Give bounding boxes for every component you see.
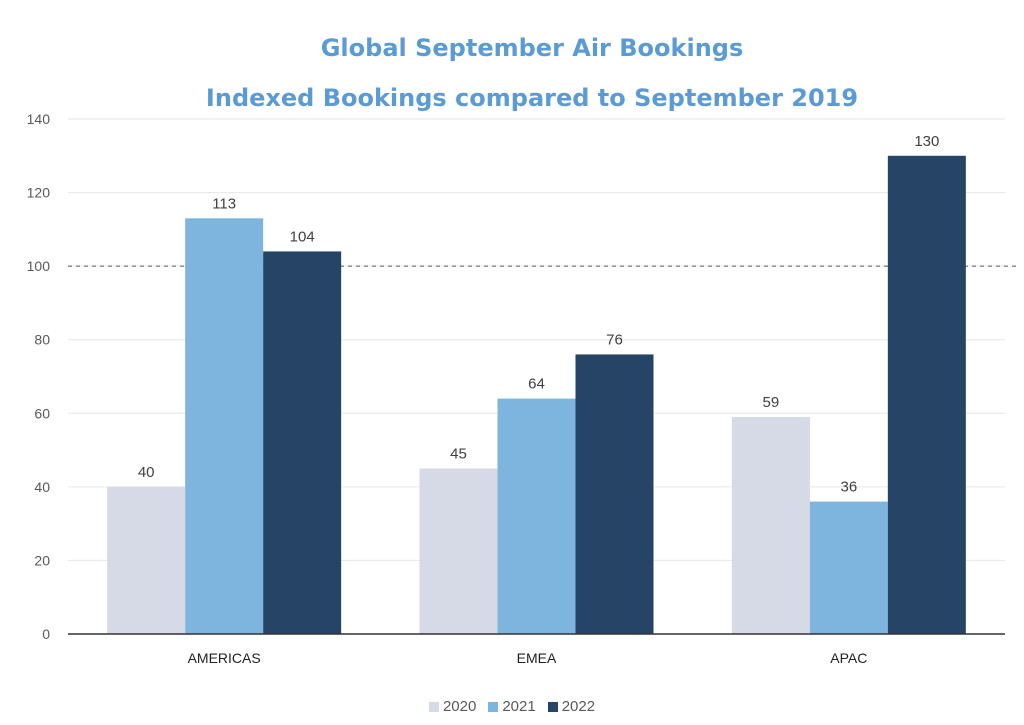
data-label: 104 (290, 228, 315, 245)
x-tick-label: EMEA (517, 650, 557, 666)
y-tick-label: 40 (34, 479, 50, 495)
bar (497, 398, 576, 634)
data-label: 130 (914, 133, 939, 150)
legend-label-2022: 2022 (561, 698, 596, 715)
y-tick-label: 60 (34, 405, 50, 421)
bar (809, 501, 888, 634)
chart-subtitle: Indexed Bookings compared to September 2… (205, 84, 859, 112)
legend-swatch-2022 (547, 701, 558, 712)
data-label: 40 (138, 464, 155, 481)
legend-swatch-2021 (488, 701, 499, 712)
y-tick-label: 20 (34, 552, 50, 568)
x-tick-label: AMERICAS (188, 650, 261, 666)
y-tick-label: 140 (27, 111, 51, 127)
legend-item-2022: 2022 (547, 698, 596, 715)
legend-label-2021: 2021 (502, 698, 536, 715)
bar (263, 251, 342, 634)
data-label: 64 (528, 376, 545, 393)
legend-item-2021: 2021 (488, 698, 536, 715)
legend-label-2020: 2020 (442, 698, 477, 715)
data-label: 36 (840, 479, 857, 496)
legend-swatch-2020 (428, 701, 439, 712)
x-tick-label: APAC (830, 650, 867, 666)
data-label: 76 (606, 331, 623, 348)
bar (887, 155, 966, 635)
chart-title: Global September Air Bookings (320, 34, 744, 62)
bar (419, 468, 498, 634)
chart-legend: 2020 2021 2022 (0, 698, 1024, 715)
data-label: 59 (762, 394, 779, 411)
legend-item-2020: 2020 (428, 698, 477, 715)
data-label: 113 (212, 195, 236, 212)
data-label: 45 (450, 445, 467, 462)
bar-chart: 0 20 40 60 80 100 120 140 40 113 104 AMERICAS 45 64 76… (27, 111, 1020, 666)
y-tick-label: 0 (42, 626, 50, 642)
bar (575, 354, 654, 634)
bar (107, 486, 186, 634)
y-tick-label: 120 (27, 185, 51, 201)
y-tick-label: 80 (34, 332, 50, 348)
bar (731, 416, 810, 634)
y-tick-label: 100 (27, 258, 51, 274)
bar (185, 218, 264, 635)
